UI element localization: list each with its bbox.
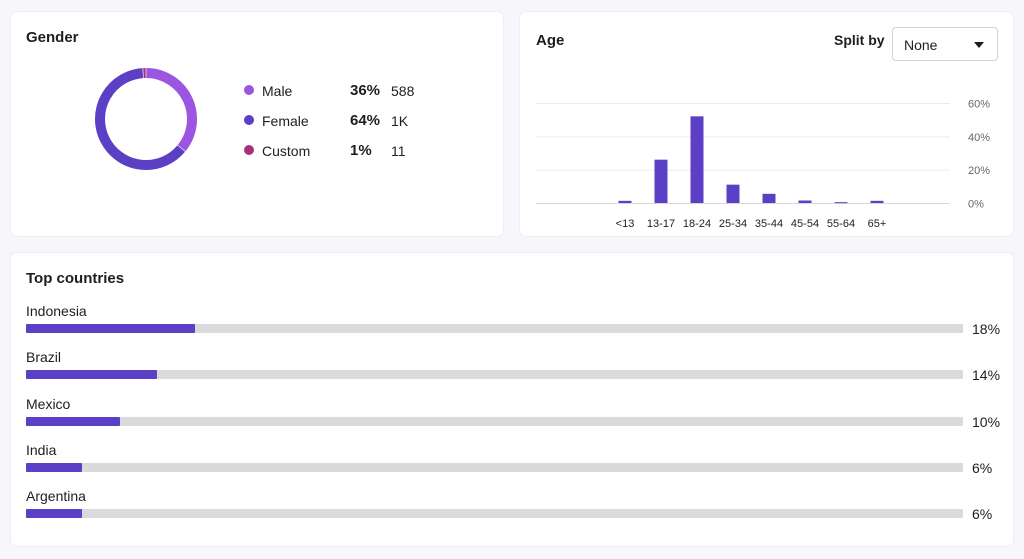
country-bar-fill — [26, 463, 83, 472]
age-card: Age Split by None 60% 40% 20% 0% <13 13-17 18-… — [520, 12, 1013, 236]
legend-row-female: Female 64% 1K — [244, 111, 444, 131]
country-name: Mexico — [26, 396, 71, 412]
country-row-mexico: Mexico 10% — [26, 396, 1001, 436]
age-bar-35-44 — [762, 193, 776, 203]
legend-label: Female — [262, 113, 309, 129]
y-tick-label: 40% — [968, 132, 990, 144]
age-bar-45-54 — [798, 200, 812, 203]
top-countries-card: Top countries Indonesia 18% Brazil 14% M… — [11, 253, 1013, 546]
female-dot-icon — [244, 115, 254, 125]
legend-count: 588 — [391, 83, 415, 99]
country-percent: 18% — [972, 321, 1001, 337]
custom-dot-icon — [244, 145, 254, 155]
country-bar-track — [26, 509, 963, 518]
age-bar-18-24 — [690, 116, 704, 203]
donut-slice-male — [146, 68, 197, 152]
age-title: Age — [536, 32, 565, 49]
country-percent: 6% — [972, 460, 993, 476]
legend-count: 11 — [391, 143, 406, 159]
country-row-argentina: Argentina 6% — [26, 488, 1001, 528]
gender-card: Gender Male 36% 588 Female 64% 1K Custom… — [11, 12, 503, 236]
legend-label: Male — [262, 83, 293, 99]
country-bar-fill — [26, 370, 158, 379]
x-tick-label: 35-44 — [755, 218, 783, 230]
country-percent: 6% — [972, 506, 993, 522]
country-name: Brazil — [26, 349, 62, 365]
country-row-indonesia: Indonesia 18% — [26, 303, 1001, 343]
gender-title: Gender — [26, 29, 79, 46]
country-name: India — [26, 442, 57, 458]
country-bar-track — [26, 370, 963, 379]
donut-slice-female — [95, 68, 186, 170]
x-tick-label: 55-64 — [827, 218, 855, 230]
country-bar-track — [26, 463, 963, 472]
split-by-value: None — [904, 37, 938, 53]
age-bar-13-17 — [654, 159, 668, 203]
legend-label: Custom — [262, 143, 311, 159]
x-tick-label: 18-24 — [683, 218, 711, 230]
age-bar-25-34 — [726, 184, 740, 203]
country-bar-fill — [26, 509, 83, 518]
x-tick-label: 65+ — [868, 218, 887, 230]
country-percent: 14% — [972, 367, 1001, 383]
legend-percent: 36% — [350, 82, 381, 99]
country-bar-track — [26, 417, 963, 426]
x-tick-label: 13-17 — [647, 218, 675, 230]
legend-row-custom: Custom 1% 11 — [244, 141, 444, 161]
country-bar-track — [26, 324, 963, 333]
country-name: Indonesia — [26, 303, 87, 319]
age-bar-55-64 — [834, 202, 848, 204]
y-tick-label: 60% — [968, 99, 990, 111]
age-bar-chart: 60% 40% 20% 0% <13 13-17 18-24 25-34 35-44 45-54 5… — [536, 99, 990, 230]
country-bar-fill — [26, 324, 195, 333]
legend-count: 1K — [391, 113, 409, 129]
country-name: Argentina — [26, 488, 86, 504]
legend-percent: 1% — [350, 142, 372, 159]
top-countries-title: Top countries — [26, 270, 125, 287]
gender-donut-chart — [95, 68, 197, 170]
x-tick-label: <13 — [616, 218, 635, 230]
legend-row-male: Male 36% 588 — [244, 81, 444, 101]
y-tick-label: 0% — [968, 199, 984, 211]
x-tick-label: 25-34 — [719, 218, 747, 230]
split-by-label: Split by — [834, 32, 885, 48]
y-tick-label: 20% — [968, 165, 990, 177]
country-bar-fill — [26, 417, 120, 426]
caret-down-icon — [974, 42, 984, 48]
x-tick-label: 45-54 — [791, 218, 819, 230]
country-percent: 10% — [972, 414, 1001, 430]
legend-percent: 64% — [350, 112, 381, 129]
age-bar-65+ — [870, 200, 884, 203]
country-row-india: India 6% — [26, 442, 1001, 482]
male-dot-icon — [244, 85, 254, 95]
split-by-dropdown[interactable]: None — [892, 27, 998, 61]
country-row-brazil: Brazil 14% — [26, 349, 1001, 389]
age-bar-<13 — [618, 200, 632, 203]
